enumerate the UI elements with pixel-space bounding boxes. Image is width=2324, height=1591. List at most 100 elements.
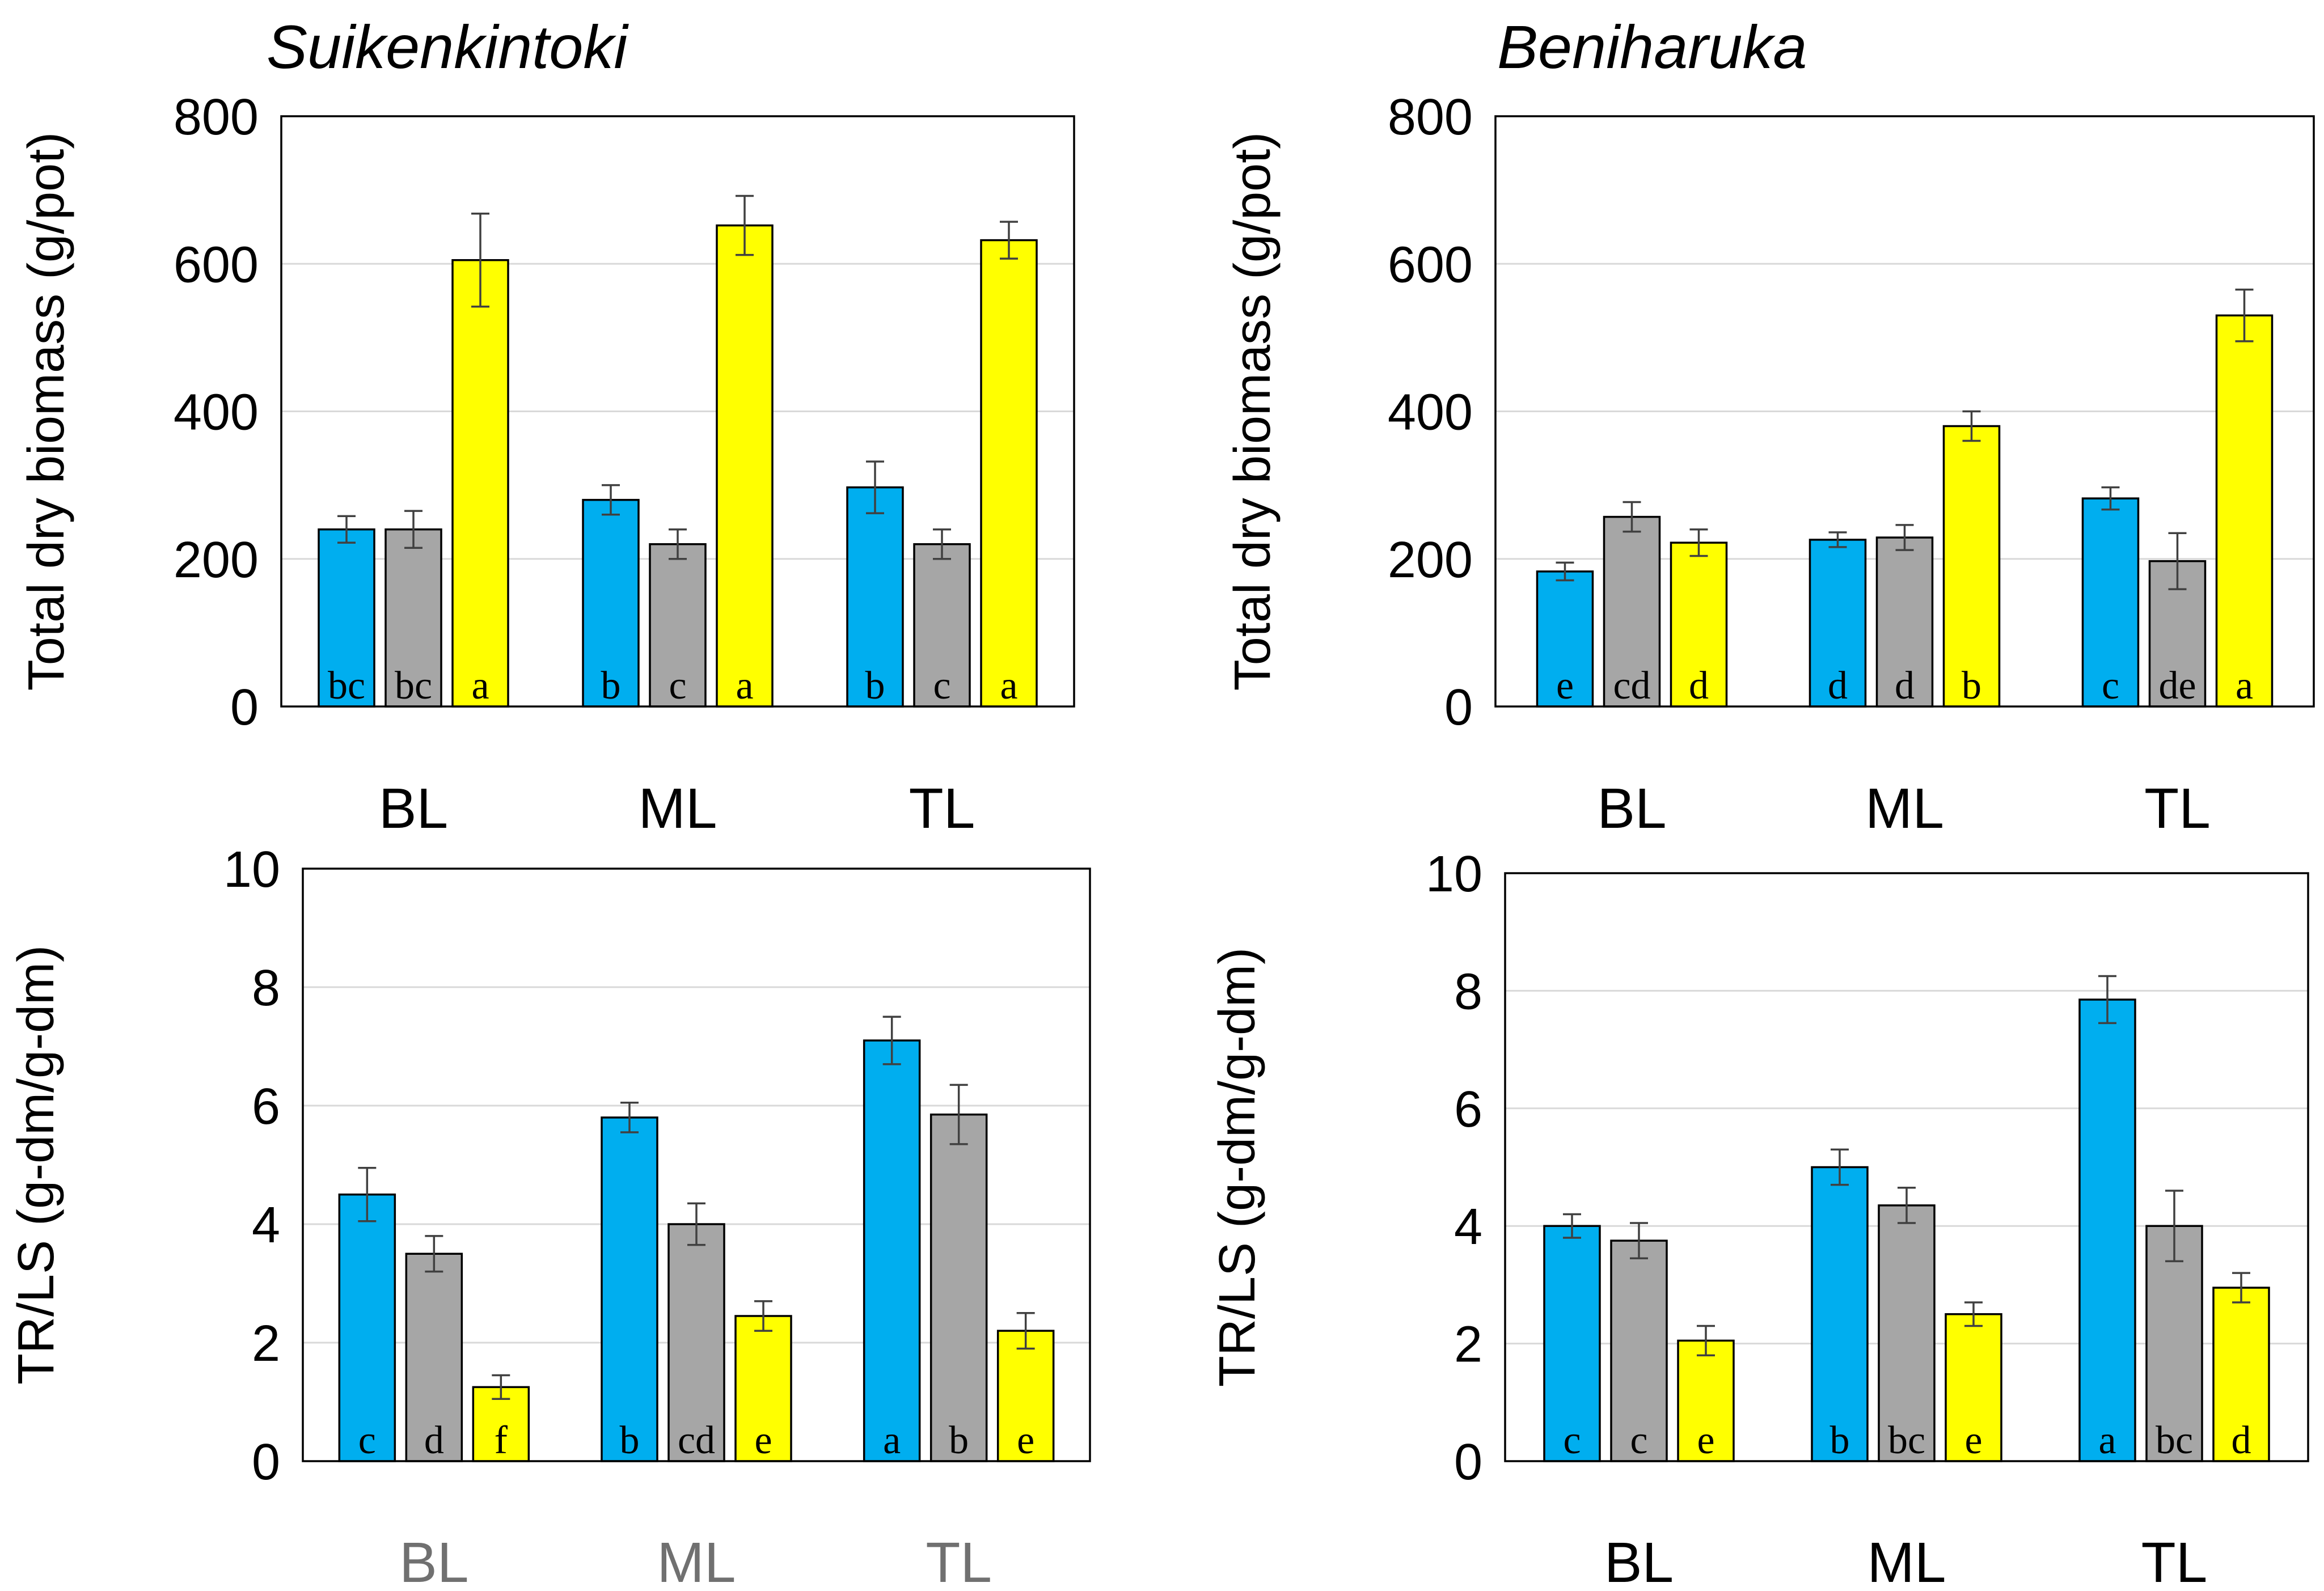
bar	[863, 1039, 921, 1462]
significance-letter: e	[1017, 1419, 1034, 1462]
error-bar	[2098, 975, 2116, 1025]
significance-letter: a	[2236, 664, 2253, 708]
y-tick-label: 2	[1454, 1317, 1482, 1373]
y-tick-label: 10	[223, 841, 280, 898]
bar	[451, 259, 509, 708]
error-bar	[358, 1166, 377, 1222]
bar	[2215, 314, 2274, 708]
y-tick-label: 4	[1454, 1199, 1482, 1255]
y-tick-label: 800	[1388, 89, 1473, 146]
y-axis-label: Total dry biomass (g/pot)	[1224, 132, 1281, 691]
bar	[1603, 515, 1661, 708]
y-tick-label: 200	[174, 532, 259, 589]
error-bar	[337, 515, 356, 544]
x-category-label: BL	[379, 777, 448, 840]
significance-letter: bc	[395, 664, 432, 708]
bar	[601, 1116, 658, 1462]
bar	[1809, 539, 1867, 708]
significance-letter: e	[1697, 1419, 1714, 1462]
error-bar	[949, 1084, 968, 1145]
y-tick-label: 2	[252, 1315, 280, 1372]
error-bar	[1000, 221, 1018, 260]
error-bar	[1964, 1301, 1983, 1327]
error-bar	[602, 484, 620, 516]
bar	[929, 1113, 988, 1462]
y-tick-label: 8	[252, 960, 280, 1017]
x-category-label: TL	[2141, 1531, 2208, 1591]
error-bar	[687, 1202, 705, 1246]
significance-letter: b	[1830, 1419, 1850, 1462]
x-category-label: ML	[1867, 1531, 1946, 1591]
chart-title: Beniharuka	[1497, 12, 1807, 81]
y-tick-label: 600	[1388, 236, 1473, 293]
bar	[1942, 425, 2001, 708]
error-bar	[1697, 1325, 1715, 1357]
error-bar	[2165, 1190, 2183, 1263]
bar	[384, 528, 442, 708]
significance-letter: e	[1556, 664, 1574, 708]
significance-letter: bc	[1888, 1419, 1925, 1462]
error-bar	[1962, 410, 1981, 442]
significance-letter: a	[471, 664, 489, 708]
x-category-label: ML	[657, 1531, 736, 1591]
y-axis-label: TR/LS (g-dm/g-dm)	[1209, 947, 1266, 1387]
significance-letter: c	[358, 1419, 376, 1462]
significance-letter: bc	[2156, 1419, 2193, 1462]
significance-letter: d	[1828, 664, 1848, 708]
error-bar	[669, 528, 687, 560]
error-bar	[471, 213, 489, 308]
bar	[716, 224, 774, 708]
significance-letter: a	[1000, 664, 1017, 708]
error-bar	[620, 1102, 639, 1133]
error-bar	[2232, 1272, 2250, 1304]
significance-letter: a	[2098, 1419, 2116, 1462]
error-bar	[1895, 524, 1914, 551]
error-bar	[1898, 1187, 1916, 1224]
error-bar	[866, 460, 884, 514]
error-bar	[1556, 561, 1574, 582]
significance-letter: c	[1563, 1419, 1581, 1462]
significance-letter: d	[424, 1419, 444, 1462]
y-tick-label: 0	[230, 679, 259, 736]
y-tick-label: 4	[252, 1197, 280, 1254]
y-tick-label: 6	[1454, 1081, 1482, 1138]
bar	[980, 239, 1038, 708]
bar	[846, 486, 904, 708]
error-bar	[425, 1235, 443, 1273]
significance-letter: d	[2232, 1419, 2251, 1462]
x-category-label: BL	[1604, 1531, 1674, 1591]
x-category-label: ML	[1865, 777, 1944, 840]
significance-letter: bc	[328, 664, 365, 708]
significance-letter: d	[1895, 664, 1915, 708]
significance-letter: b	[865, 664, 885, 708]
significance-letter: b	[620, 1419, 640, 1462]
error-bar	[1831, 1148, 1849, 1186]
significance-letter: cd	[678, 1419, 715, 1462]
y-axis-label: TR/LS (g-dm/g-dm)	[8, 945, 65, 1385]
plot-frame	[302, 868, 1091, 1462]
error-bar	[1622, 501, 1641, 533]
bar	[996, 1330, 1055, 1462]
y-tick-label: 0	[252, 1434, 280, 1491]
error-bar	[2235, 289, 2254, 342]
y-tick-label: 400	[174, 384, 259, 441]
significance-letter: c	[1630, 1419, 1647, 1462]
plot-frame	[1494, 115, 2315, 708]
plot-frame	[280, 115, 1075, 708]
significance-letter: d	[1689, 664, 1709, 708]
significance-letter: e	[1964, 1419, 1982, 1462]
error-bar	[2168, 532, 2187, 590]
significance-letter: e	[754, 1419, 772, 1462]
bar	[1945, 1313, 2002, 1462]
chart-title: Suikenkintoki	[267, 12, 629, 81]
error-bar	[882, 1015, 901, 1065]
error-bar	[1016, 1312, 1035, 1350]
significance-letter: de	[2158, 664, 2196, 708]
y-tick-label: 200	[1388, 532, 1473, 589]
y-tick-label: 0	[1444, 679, 1473, 736]
error-bar	[1630, 1222, 1648, 1259]
significance-letter: a	[736, 664, 753, 708]
